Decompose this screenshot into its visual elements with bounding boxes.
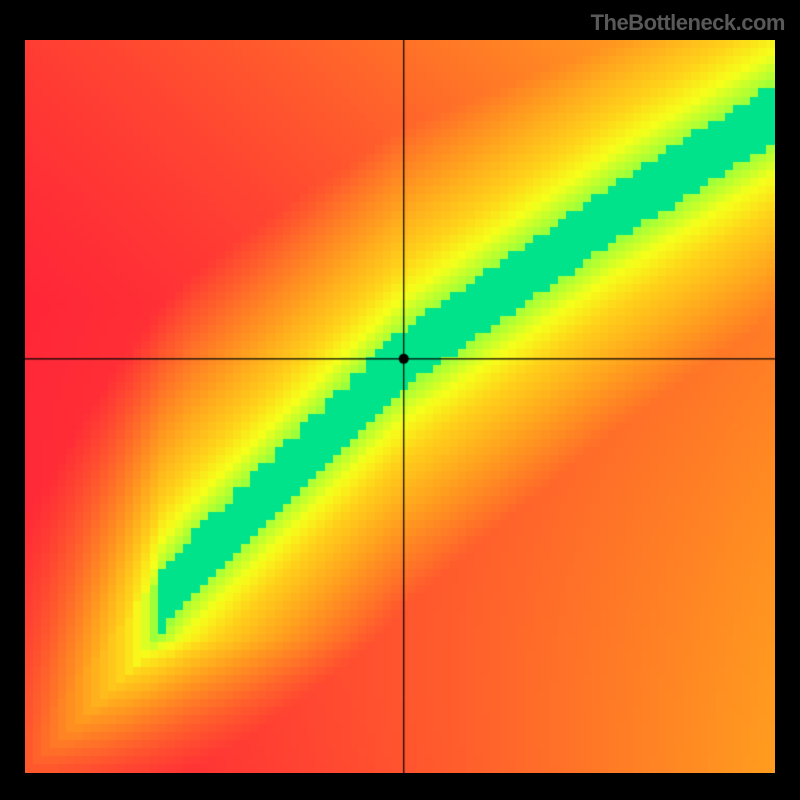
watermark-text: TheBottleneck.com xyxy=(591,10,785,36)
chart-container: TheBottleneck.com xyxy=(0,0,800,800)
bottleneck-heatmap xyxy=(25,40,775,773)
